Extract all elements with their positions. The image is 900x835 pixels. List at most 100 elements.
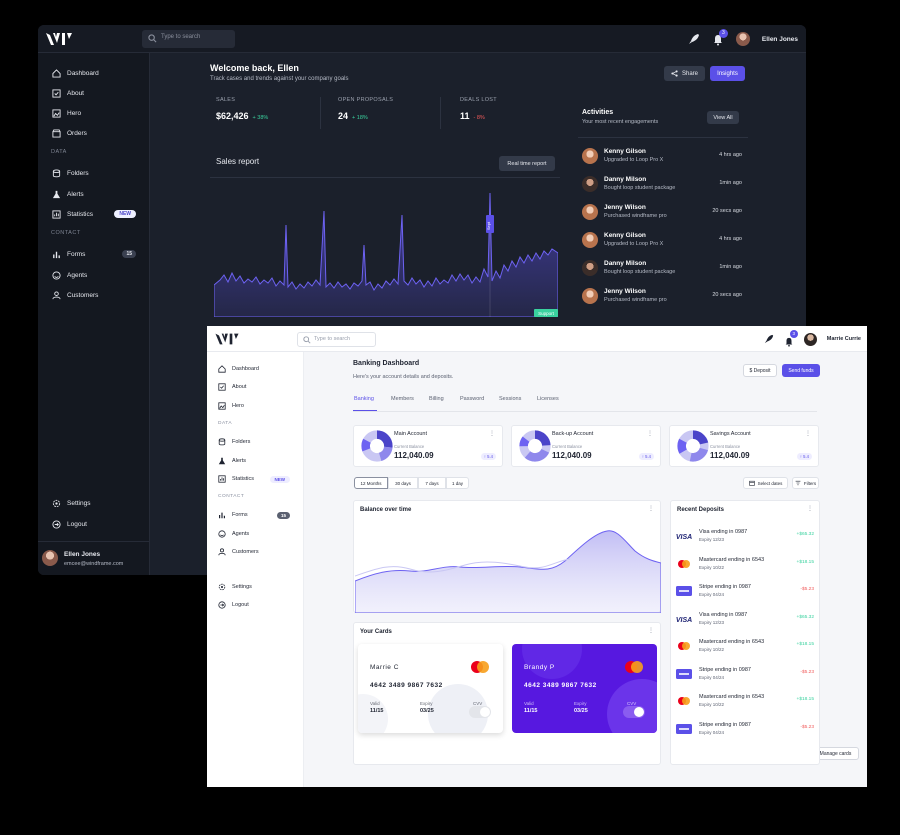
range-1-day[interactable]: 1 day [446,477,469,489]
avatar [582,260,598,276]
activity-time: 1min ago [719,264,742,270]
sidebar-item-forms[interactable]: Forms 15 [218,509,290,521]
share-button[interactable]: Share [664,66,705,81]
sidebar-item-forms[interactable]: Forms 15 [52,248,136,260]
sidebar-item-logout[interactable]: Logout [218,599,249,611]
windframe-logo[interactable] [213,331,241,347]
filters-button[interactable]: Filters [792,477,819,489]
sidebar-item-hero[interactable]: Hero [218,400,244,412]
more-icon[interactable]: ⋮ [489,431,495,437]
sidebar-item-dashboard[interactable]: Dashboard [52,67,99,79]
user-avatar[interactable] [735,32,750,46]
sidebar-item-customers[interactable]: Customers [218,546,259,558]
store-icon [52,128,61,138]
windframe-logo[interactable] [44,30,74,48]
activity-item[interactable]: Danny Milson Bought loop student package… [582,174,742,194]
more-icon[interactable]: ⋮ [648,628,654,634]
sidebar-item-hero[interactable]: Hero [52,107,81,119]
activity-item[interactable]: Kenny Gilson Upgraded to Loop Pro X 4 hr… [582,146,742,166]
sidebar-item-alerts[interactable]: Alerts [218,455,246,467]
view-all-button[interactable]: View All [707,111,739,124]
range-7-days[interactable]: 7 days [418,477,446,489]
tab-password[interactable]: Password [460,396,485,402]
stat-change: + 38% [252,115,269,121]
sidebar-item-alerts[interactable]: Alerts [52,188,84,200]
card-number: 4642 3489 9867 7632 [524,682,597,689]
activity-name: Kenny Gilson [604,148,646,155]
card-toggle[interactable] [623,706,645,718]
credit-card-brandy[interactable]: Brandy P 4642 3489 9867 7632 Valid 11/15… [512,644,657,733]
deposit-row[interactable]: Stripe ending in 0987 Expiry 04/24 -$5.23 [674,722,818,742]
more-icon[interactable]: ⋮ [805,431,811,437]
tab-members[interactable]: Members [391,396,414,402]
activity-name: Danny Milson [604,260,647,267]
chart-marker-label: Sept [486,221,491,230]
sidebar-item-statistics[interactable]: Statistics NEW [52,208,136,220]
real-time-report-button[interactable]: Real time report [499,156,555,171]
deposit-row[interactable]: Stripe ending in 0987 Expiry 04/24 -$5.23 [674,584,818,604]
more-icon[interactable]: ⋮ [807,506,813,512]
stripe-logo-icon [676,586,692,596]
sidebar-user[interactable]: Ellen Jones emcee@windframe.com [38,541,150,575]
tab-sessions[interactable]: Sessions [499,396,522,402]
notifications[interactable]: 3 [712,29,728,46]
more-icon[interactable]: ⋮ [648,506,654,512]
activity-item[interactable]: Jenny Wilson Purchased windframe pro 20 … [582,202,742,222]
deposit-row[interactable]: Mastercard ending in 6543 Expiry 10/22 +$1… [674,639,818,659]
sidebar-item-settings[interactable]: Settings [218,581,252,593]
user-avatar[interactable] [803,332,817,346]
sidebar-item-customers[interactable]: Customers [52,289,98,301]
range-30-days[interactable]: 30 days [388,477,418,489]
sidebar-item-settings[interactable]: Settings [52,497,91,509]
sidebar-item-agents[interactable]: Agents [52,269,87,281]
sidebar-item-dashboard[interactable]: Dashboard [218,363,259,375]
deposit-row[interactable]: Mastercard ending in 6543 Expiry 10/22 +$1… [674,694,818,714]
sidebar-item-statistics[interactable]: Statistics NEW [218,473,290,485]
deposit-row[interactable]: Mastercard ending in 6543 Expiry 10/22 +$1… [674,557,818,577]
sidebar-item-about[interactable]: About [52,87,84,99]
card-toggle[interactable] [469,706,491,718]
user-name[interactable]: Ellen Jones [761,35,798,43]
sidebar-item-folders[interactable]: Folders [218,436,250,448]
account-donut-chart [361,430,393,462]
tab-licenses[interactable]: Licenses [537,396,559,402]
card-holder: Marrie C [370,664,399,671]
range-12-months[interactable]: 12 Months [354,477,388,489]
select-dates-button[interactable]: Select dates [743,477,788,489]
activity-time: 4 hrs ago [719,236,742,242]
deposit-row[interactable]: VISA Visa ending in 0987 Expiry 12/23 +$65.… [674,529,818,549]
deposit-expiry: Expiry 12/23 [699,619,725,625]
deposit-amount: +$18.15 [796,559,814,565]
sidebar-item-logout[interactable]: Logout [52,518,87,530]
notifications[interactable]: 3 [784,330,798,347]
activity-item[interactable]: Kenny Gilson Upgraded to Loop Pro X 4 hr… [582,230,742,250]
count-badge: 15 [122,250,136,258]
send-funds-button[interactable]: Send funds [782,364,820,377]
sidebar-item-agents[interactable]: Agents [218,528,249,540]
deposit-button[interactable]: $ Deposit [743,364,777,377]
backup-account-card[interactable]: Back-up Account Current Balance 112,040.… [511,425,661,467]
search-bar[interactable]: Type to search [297,332,376,347]
insights-button[interactable]: Insights [710,66,745,81]
deposit-row[interactable]: VISA Visa ending in 0987 Expiry 12/23 +$65.… [674,612,818,632]
more-icon[interactable]: ⋮ [647,431,653,437]
tab-billing[interactable]: Billing [429,396,444,402]
sidebar-item-folders[interactable]: Folders [52,167,89,179]
sidebar-item-orders[interactable]: Orders [52,127,87,139]
credit-card-marrie[interactable]: Marrie C 4642 3489 9867 7632 Valid 11/15… [358,644,503,733]
activity-item[interactable]: Danny Milson Bought loop student package… [582,258,742,278]
search-bar[interactable]: Type to search [142,30,235,48]
sidebar-item-label: Orders [67,129,87,137]
sidebar-item-about[interactable]: About [218,381,246,393]
main-account-card[interactable]: Main Account Current Balance 112,040.09 … [353,425,503,467]
activity-item[interactable]: Jenny Wilson Purchased windframe pro 20 … [582,286,742,306]
tab-banking[interactable]: Banking [354,396,374,402]
savings-account-card[interactable]: Savings Account Current Balance 112,040.… [669,425,819,467]
rocket-icon[interactable] [688,33,700,45]
card-decoration [522,644,582,679]
user-name[interactable]: Marrie Currie [826,336,861,342]
mastercard-logo-icon [625,661,643,673]
chart-marker-badge [486,215,494,233]
deposit-row[interactable]: Stripe ending in 0987 Expiry 04/24 -$5.23 [674,667,818,687]
rocket-icon[interactable] [764,334,774,344]
